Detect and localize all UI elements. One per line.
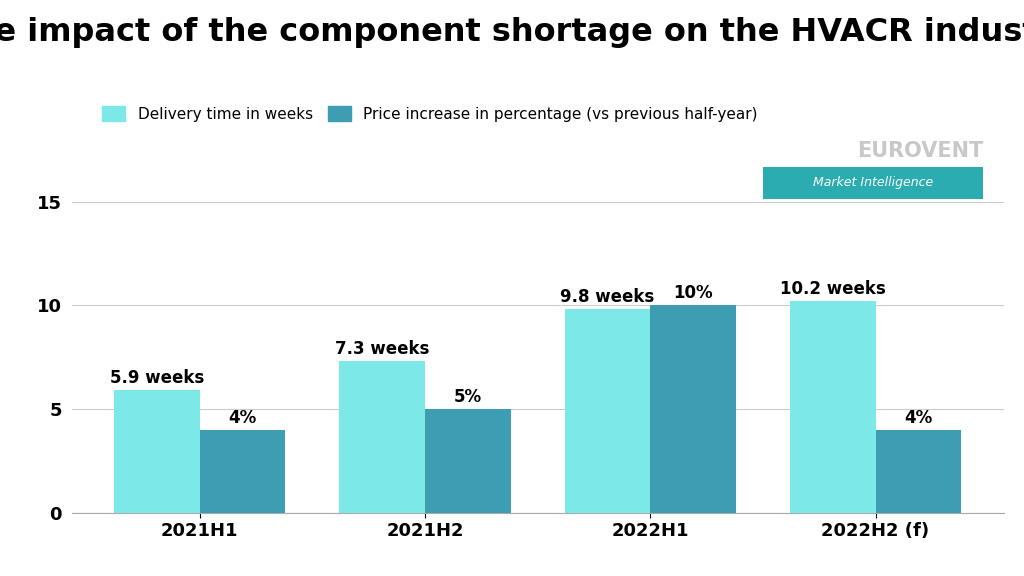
Text: 10.2 weeks: 10.2 weeks [780, 280, 886, 298]
Bar [876, 430, 962, 513]
Text: Market Intelligence: Market Intelligence [813, 176, 933, 190]
Bar [790, 301, 876, 513]
Text: EUROVENT: EUROVENT [857, 141, 983, 161]
Text: 4%: 4% [904, 408, 933, 427]
Text: 5.9 weeks: 5.9 weeks [110, 369, 204, 387]
Legend: Delivery time in weeks, Price increase in percentage (vs previous half-year): Delivery time in weeks, Price increase i… [102, 105, 758, 122]
Bar [564, 309, 650, 513]
Bar [114, 391, 200, 513]
Bar [200, 430, 286, 513]
Text: The impact of the component shortage on the HVACR industry: The impact of the component shortage on … [0, 17, 1024, 48]
Bar [425, 409, 511, 513]
Text: 5%: 5% [454, 388, 482, 406]
Bar [650, 305, 736, 513]
Text: 10%: 10% [673, 284, 713, 302]
Text: 9.8 weeks: 9.8 weeks [560, 289, 654, 306]
Text: 4%: 4% [228, 408, 257, 427]
Text: 7.3 weeks: 7.3 weeks [335, 340, 429, 358]
Bar [339, 361, 425, 513]
